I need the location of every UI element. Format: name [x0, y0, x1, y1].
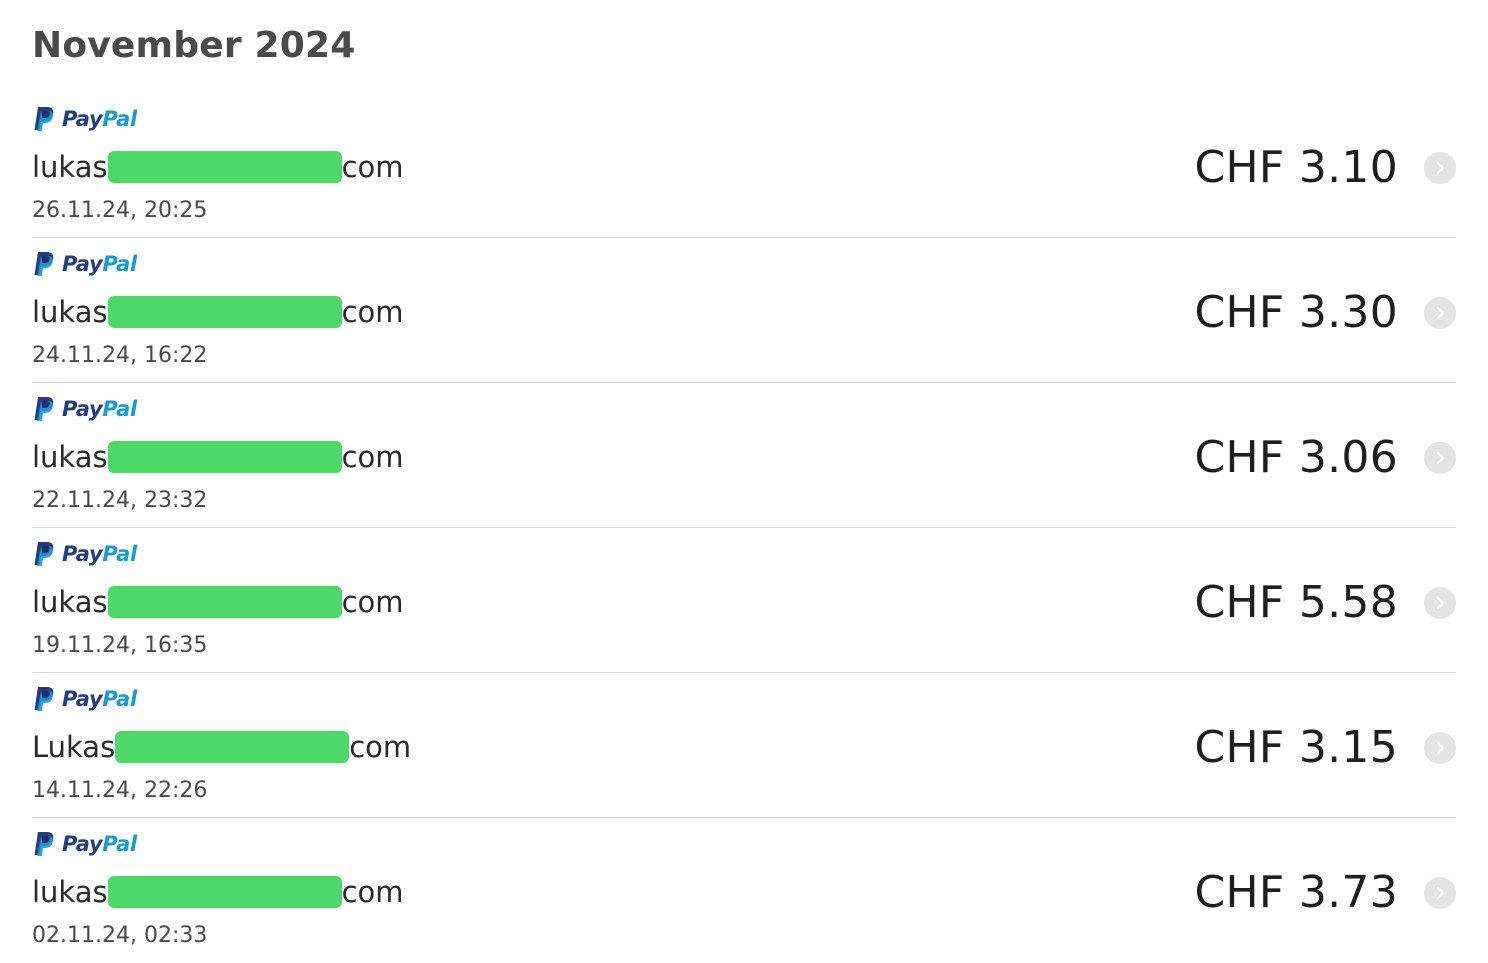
transaction-amount: CHF 3.73: [1194, 867, 1398, 918]
paypal-wordmark: PayPal: [62, 397, 137, 421]
transaction-row[interactable]: PayPal lukas com 02.11.24, 02:33 CHF 3.73: [32, 818, 1456, 963]
email-suffix: com: [341, 150, 404, 184]
paypal-logo: PayPal: [32, 105, 137, 133]
transaction-row[interactable]: PayPal lukas com 24.11.24, 16:22 CHF 3.30: [32, 238, 1456, 383]
transaction-row[interactable]: PayPal lukas com 19.11.24, 16:35 CHF 5.58: [32, 528, 1456, 673]
transaction-amount: CHF 3.06: [1194, 432, 1398, 483]
email-prefix: lukas: [32, 440, 108, 474]
paypal-logo: PayPal: [32, 540, 137, 568]
transaction-date: 02.11.24, 02:33: [32, 923, 208, 948]
transaction-date: 22.11.24, 23:32: [32, 488, 208, 513]
redaction-block: [107, 876, 342, 908]
paypal-wordmark: PayPal: [62, 107, 137, 131]
paypal-logo-icon: [34, 252, 54, 276]
transaction-date: 26.11.24, 20:25: [32, 198, 208, 223]
email: lukas com: [32, 437, 404, 477]
paypal-logo: PayPal: [32, 830, 137, 858]
email-suffix: com: [341, 440, 404, 474]
email-prefix: Lukas: [32, 730, 116, 764]
transaction-date: 24.11.24, 16:22: [32, 343, 208, 368]
chevron-right-icon[interactable]: [1424, 152, 1456, 184]
email: Lukas com: [32, 727, 411, 767]
chevron-right-icon[interactable]: [1424, 587, 1456, 619]
paypal-logo-icon: [34, 832, 54, 856]
email: lukas com: [32, 872, 404, 912]
redaction-block: [107, 151, 342, 183]
email-suffix: com: [341, 585, 404, 619]
chevron-right-icon[interactable]: [1424, 297, 1456, 329]
transaction-row[interactable]: PayPal lukas com 22.11.24, 23:32 CHF 3.06: [32, 383, 1456, 528]
chevron-right-icon[interactable]: [1424, 442, 1456, 474]
paypal-logo-icon: [34, 687, 54, 711]
email-suffix: com: [349, 730, 412, 764]
transaction-amount: CHF 3.15: [1194, 722, 1398, 773]
redaction-block: [107, 586, 342, 618]
chevron-right-icon[interactable]: [1424, 732, 1456, 764]
redaction-block: [107, 441, 342, 473]
email: lukas com: [32, 147, 404, 187]
email-suffix: com: [341, 295, 404, 329]
email-suffix: com: [341, 875, 404, 909]
email: lukas com: [32, 292, 404, 332]
redaction-block: [107, 296, 342, 328]
email-prefix: lukas: [32, 150, 108, 184]
transaction-row[interactable]: PayPal lukas com 26.11.24, 20:25 CHF 3.10: [32, 93, 1456, 238]
paypal-logo: PayPal: [32, 685, 137, 713]
email-prefix: lukas: [32, 585, 108, 619]
transaction-row[interactable]: PayPal Lukas com 14.11.24, 22:26 CHF 3.15: [32, 673, 1456, 818]
chevron-right-icon[interactable]: [1424, 877, 1456, 909]
transaction-date: 14.11.24, 22:26: [32, 778, 208, 803]
paypal-logo: PayPal: [32, 395, 137, 423]
paypal-logo-icon: [34, 107, 54, 131]
transaction-amount: CHF 3.10: [1194, 142, 1398, 193]
paypal-wordmark: PayPal: [62, 252, 137, 276]
transaction-amount: CHF 3.30: [1194, 287, 1398, 338]
paypal-wordmark: PayPal: [62, 542, 137, 566]
paypal-wordmark: PayPal: [62, 687, 137, 711]
transaction-date: 19.11.24, 16:35: [32, 633, 208, 658]
transaction-amount: CHF 5.58: [1194, 577, 1398, 628]
transaction-list: PayPal lukas com 26.11.24, 20:25 CHF 3.10…: [32, 93, 1456, 963]
email: lukas com: [32, 582, 404, 622]
paypal-logo-icon: [34, 542, 54, 566]
section-title: November 2024: [32, 25, 356, 66]
paypal-logo: PayPal: [32, 250, 137, 278]
paypal-wordmark: PayPal: [62, 832, 137, 856]
email-prefix: lukas: [32, 875, 108, 909]
paypal-logo-icon: [34, 397, 54, 421]
email-prefix: lukas: [32, 295, 108, 329]
redaction-block: [115, 731, 350, 763]
